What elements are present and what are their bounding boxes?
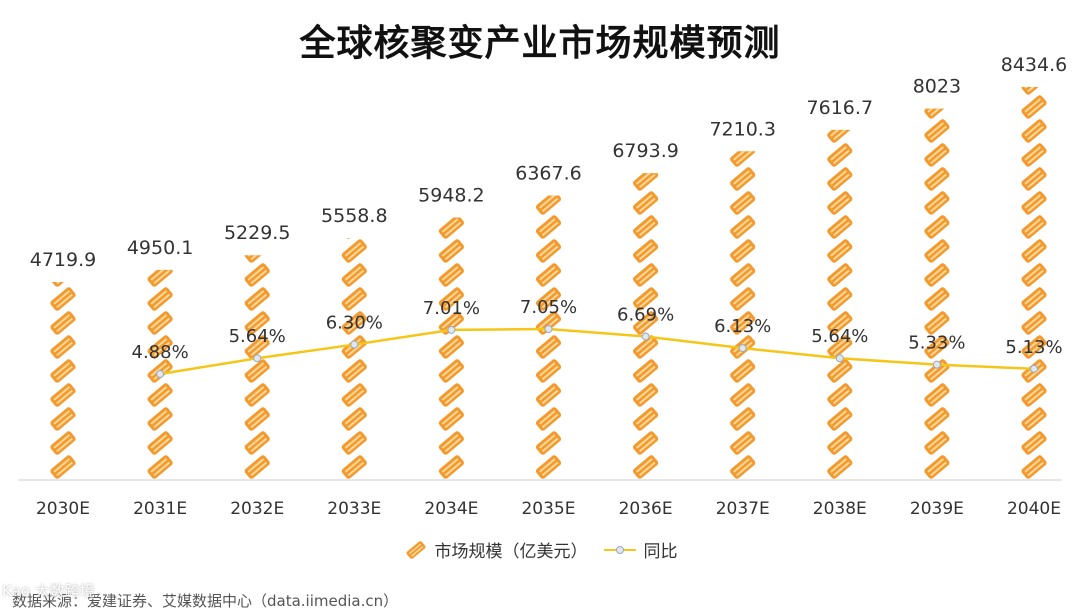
bar: [728, 151, 757, 480]
x-tick-label: 2033E: [327, 499, 381, 519]
bar-value-label: 5558.8: [321, 205, 387, 227]
yoy-value-label: 4.88%: [132, 342, 189, 363]
x-tick-label: 2030E: [36, 499, 90, 519]
yoy-value-label: 5.33%: [908, 333, 965, 354]
yoy-value-label: 6.69%: [617, 304, 674, 325]
x-tick-label: 2038E: [813, 499, 867, 519]
x-tick-label: 2037E: [716, 499, 770, 519]
watermark: Kao 大数跨境: [2, 582, 95, 600]
bar: [1020, 87, 1048, 480]
bar-value-label: 6793.9: [612, 140, 678, 162]
yoy-value-label: 5.13%: [1005, 337, 1062, 358]
legend-item-market-size[interactable]: 市场规模（亿美元）: [403, 537, 588, 562]
yoy-point: [544, 325, 553, 333]
x-tick-label: 2035E: [521, 499, 575, 519]
x-tick-label: 2032E: [230, 499, 284, 519]
yoy-value-label: 7.05%: [520, 297, 577, 318]
yoy-point: [641, 332, 650, 341]
bar: [49, 282, 77, 480]
bar-value-label: 8023: [913, 76, 961, 98]
yoy-value-label: 6.30%: [326, 313, 383, 334]
yoy-point: [447, 325, 456, 334]
yoy-value-label: 5.64%: [811, 326, 868, 347]
bar-value-label: 5229.5: [224, 222, 290, 244]
bar-value-label: 6367.6: [515, 163, 581, 185]
chart-title: 全球核聚变产业市场规模预测: [299, 23, 781, 64]
x-tick-label: 2036E: [619, 499, 673, 519]
yoy-point: [835, 354, 844, 363]
bar-value-label: 7210.3: [709, 118, 775, 140]
bar: [923, 108, 951, 480]
bar-value-label: 5948.2: [418, 185, 484, 207]
yoy-point: [1030, 364, 1038, 373]
yoy-point: [350, 340, 359, 349]
yoy-value-label: 7.01%: [423, 298, 480, 319]
yoy-point: [738, 344, 747, 353]
yoy-value-label: 6.13%: [714, 316, 771, 337]
legend-label-yoy: 同比: [643, 542, 678, 562]
bar-value-label: 7616.7: [807, 97, 873, 119]
yoy-value-label: 5.64%: [229, 326, 286, 347]
x-tick-label: 2034E: [424, 499, 478, 519]
legend-item-yoy[interactable]: 同比: [602, 537, 678, 562]
x-tick-label: 2039E: [910, 499, 964, 519]
bar: [534, 195, 563, 480]
yoy-point: [253, 354, 262, 363]
bar-value-label: 8434.6: [1001, 54, 1067, 76]
yoy-point: [156, 370, 165, 378]
x-tick-label: 2031E: [133, 499, 187, 519]
yoy-point: [932, 360, 941, 369]
coin-icon: [405, 540, 426, 559]
bar: [437, 217, 466, 480]
x-tick-label: 2040E: [1007, 499, 1061, 519]
bar: [825, 129, 854, 480]
bar-value-label: 4719.9: [30, 249, 96, 271]
legend-label-market-size: 市场规模（亿美元）: [434, 542, 588, 562]
bar-value-label: 4950.1: [127, 237, 193, 259]
source-note: 数据来源：爱建证券、艾媒数据中心（data.iimedia.cn）: [12, 592, 399, 610]
yoy-line: [159, 327, 1035, 376]
line-marker-icon: [603, 545, 636, 554]
legend: 市场规模（亿美元） 同比: [0, 537, 1080, 562]
